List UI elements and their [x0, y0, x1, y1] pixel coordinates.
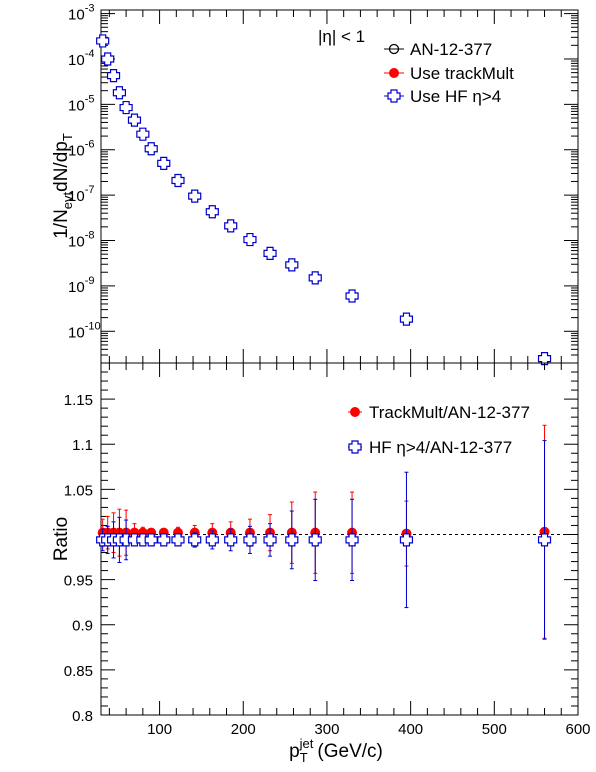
ratio-x-axis-label: pTjet (GeV/c): [289, 736, 383, 765]
spectrum-y-tick-label: 10-8: [68, 230, 94, 251]
spectrum-point-hf: [263, 246, 277, 260]
spectrum-point-hf: [205, 205, 219, 219]
ratio-y-tick-label: 0.8: [72, 708, 93, 725]
legend-marker-hf: [387, 89, 401, 103]
legend-marker-trackmult-ratio: [350, 407, 360, 417]
spectrum-point-hf: [136, 127, 150, 141]
spectrum-point-hf: [96, 34, 110, 48]
spectrum-panel: 10-10 10-9 10-8 10-7 10-6 10-5 10-4 10-3 |η| < …: [51, 3, 579, 366]
spectrum-point-hf: [285, 258, 299, 272]
ratio-point-hf: [243, 533, 257, 547]
ratio-x-tick-label: 300: [314, 721, 339, 738]
spectrum-point-hf: [224, 219, 238, 233]
ratio-legend: TrackMult/AN-12-377 HF η>4/AN-12-377: [348, 403, 530, 457]
ratio-x-tick-label: 500: [482, 721, 507, 738]
spectrum-point-hf: [127, 113, 142, 127]
ratio-point-hf: [224, 533, 238, 547]
ratio-x-axis: 100 200 300 400 500 600: [108, 363, 591, 738]
spectrum-y-tick-label: 10-6: [68, 139, 94, 160]
spectrum-point-hf: [399, 312, 414, 326]
eta-annotation: |η| < 1: [318, 27, 365, 46]
spectrum-y-axis: 10-10 10-9 10-8 10-7 10-6 10-5 10-4 10-3: [68, 3, 578, 364]
spectrum-x-axis: [108, 10, 579, 363]
ratio-point-hf: [157, 533, 171, 547]
spectrum-y-tick-label: 10-10: [68, 320, 101, 341]
legend-label-hf-ratio: HF η>4/AN-12-377: [369, 438, 512, 457]
legend-label-an: AN-12-377: [410, 40, 492, 59]
legend-label-hf: Use HF η>4: [410, 87, 501, 106]
spectrum-point-hf: [308, 271, 322, 285]
spectrum-point-hf: [144, 142, 158, 156]
spectrum-plot-frame: [100, 9, 579, 364]
ratio-y-tick-label: 0.85: [64, 663, 93, 680]
spectrum-point-hf: [537, 352, 552, 366]
spectrum-point-hf: [345, 289, 359, 303]
spectrum-point-hf: [243, 232, 257, 247]
spectrum-point-hf: [157, 156, 171, 171]
spectrum-point-hf: [188, 189, 202, 203]
spectrum-point-hf: [171, 173, 185, 188]
ratio-point-hf: [188, 533, 202, 547]
spectrum-point-hf: [106, 69, 121, 83]
spectrum-point-hf: [101, 52, 115, 66]
ratio-y-axis: 0.8 0.85 0.9 0.95 1.05 1.1 1.15: [64, 362, 578, 725]
spectrum-point-hf: [112, 86, 127, 100]
spectrum-y-tick-label: 10-3: [68, 3, 94, 24]
legend-marker-hf-ratio: [348, 440, 362, 454]
ratio-x-tick-label: 100: [147, 721, 172, 738]
legend-label-trackmult: Use trackMult: [410, 64, 514, 83]
ratio-x-tick-label: 400: [398, 721, 423, 738]
ratio-x-tick-label: 600: [565, 721, 590, 738]
ratio-x-tick-label: 200: [231, 721, 256, 738]
spectrum-y-tick-label: 10-7: [68, 184, 94, 205]
spectrum-points: [96, 34, 552, 366]
ratio-point-hf: [171, 533, 185, 547]
spectrum-y-axis-label: 1/NevtdN/dpT: [51, 133, 75, 239]
ratio-point-hf: [308, 533, 322, 547]
legend-marker-an: [388, 43, 400, 55]
ratio-y-tick-label: 1.1: [72, 437, 93, 454]
ratio-point-hf: [345, 533, 359, 547]
legend-label-trackmult-ratio: TrackMult/AN-12-377: [369, 403, 530, 422]
ratio-y-tick-label: 1.05: [64, 482, 93, 499]
spectrum-y-tick-label: 10-9: [68, 275, 94, 296]
spectrum-point-hf: [119, 100, 133, 115]
ratio-y-axis-label: Ratio: [51, 517, 72, 561]
ratio-points: [96, 424, 552, 640]
ratio-y-tick-label: 0.9: [72, 618, 93, 635]
ratio-y-tick-label: 0.95: [64, 573, 93, 590]
spectrum-legend: AN-12-377 Use trackMult Use HF η>4: [384, 40, 514, 106]
ratio-point-hf: [537, 533, 552, 547]
legend-marker-trackmult: [389, 68, 399, 78]
ratio-point-hf: [144, 533, 158, 547]
ratio-panel: 0.8 0.85 0.9 0.95 1.05 1.1 1.15 100 200 300 400 50…: [51, 362, 591, 765]
ratio-point-hf: [285, 533, 299, 547]
ratio-point-hf: [399, 533, 414, 547]
spectrum-y-tick-label: 10-5: [68, 93, 94, 114]
ratio-point-hf: [205, 533, 219, 547]
ratio-point-hf: [263, 533, 277, 547]
spectrum-y-tick-label: 10-4: [68, 48, 94, 69]
ratio-y-tick-label: 1.15: [64, 392, 93, 409]
